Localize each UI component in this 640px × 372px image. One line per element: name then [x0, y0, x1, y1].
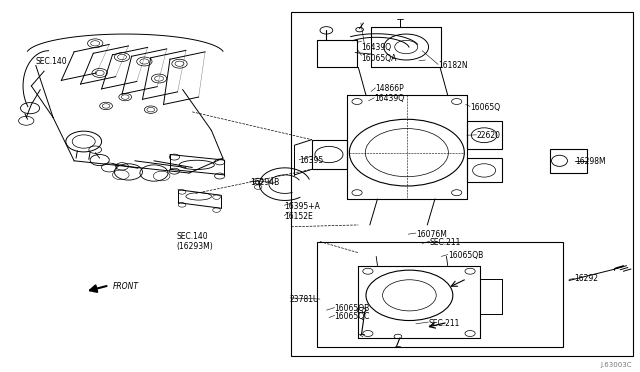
Bar [317, 241, 563, 347]
Bar [291, 12, 633, 356]
Bar [312, 140, 347, 169]
Text: 23781U: 23781U [290, 295, 319, 304]
Text: 16439Q: 16439Q [362, 42, 392, 51]
Text: 16065QB: 16065QB [335, 304, 370, 313]
Text: 16065Q: 16065Q [470, 103, 500, 112]
Text: 16298M: 16298M [575, 157, 606, 166]
Text: (16293M): (16293M) [176, 242, 213, 251]
Text: 16076M: 16076M [416, 230, 447, 239]
Text: 16065QC: 16065QC [335, 312, 370, 321]
Text: 16439Q: 16439Q [374, 94, 404, 103]
Text: SEC.211: SEC.211 [429, 319, 460, 328]
Text: SEC.140: SEC.140 [36, 57, 67, 66]
Text: J.63003C: J.63003C [600, 362, 632, 368]
Text: 16395: 16395 [299, 156, 323, 165]
Text: 14866P: 14866P [376, 84, 404, 93]
Text: FRONT: FRONT [113, 282, 138, 291]
Text: SEC.211: SEC.211 [430, 238, 461, 247]
Text: 16395+A: 16395+A [284, 202, 320, 211]
Text: 16182N: 16182N [438, 61, 468, 70]
Bar [467, 158, 502, 182]
Text: SEC.140: SEC.140 [176, 231, 208, 241]
Text: 16152E: 16152E [284, 212, 313, 221]
Bar [550, 149, 587, 173]
Text: 16065QA: 16065QA [362, 54, 397, 62]
Text: 22620: 22620 [476, 131, 500, 141]
Bar [467, 121, 502, 149]
Text: 16294B: 16294B [250, 178, 279, 187]
Text: 16292: 16292 [574, 274, 598, 283]
Text: 16065QB: 16065QB [448, 251, 483, 260]
